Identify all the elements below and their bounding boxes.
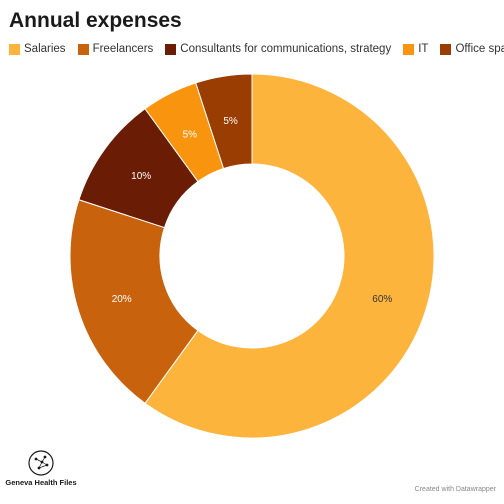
legend-label: Office space (455, 43, 504, 55)
donut-chart: 60% 20% 10% 5% 5% (69, 73, 435, 439)
slice-value-label: 20% (112, 294, 132, 305)
slice-value-label: 5% (223, 116, 238, 127)
legend-swatch (440, 43, 452, 55)
legend-label: Salaries (24, 43, 66, 55)
legend-swatch (403, 43, 415, 55)
legend-item: Freelancers (77, 43, 154, 55)
legend-item: Consultants for communications, strategy (165, 43, 391, 55)
legend-label: Consultants for communications, strategy (180, 43, 392, 55)
legend-label: Freelancers (92, 43, 154, 55)
slice-value-label: 60% (372, 294, 392, 305)
legend-swatch (9, 43, 20, 55)
donut-slice (195, 73, 253, 170)
legend-swatch (165, 43, 177, 55)
chart-legend: Salaries Freelancers Consultants for commu… (9, 43, 504, 55)
legend-item: IT (403, 43, 428, 55)
legend-swatch (77, 43, 89, 55)
chart-title: Annual expenses (9, 9, 182, 32)
legend-item: Salaries (9, 43, 66, 55)
logo-network-icon (28, 450, 54, 476)
slice-value-label: 10% (131, 171, 151, 182)
legend-label: IT (418, 43, 429, 55)
logo-name: Geneva Health Files (5, 478, 77, 487)
donut-slice (144, 73, 435, 439)
slice-value-label: 5% (183, 129, 198, 140)
legend-item: Office space (440, 43, 504, 55)
donut-slice (69, 199, 199, 404)
credit-text: Created with Datawrapper (414, 486, 496, 493)
logo: Geneva Health Files (5, 450, 77, 487)
